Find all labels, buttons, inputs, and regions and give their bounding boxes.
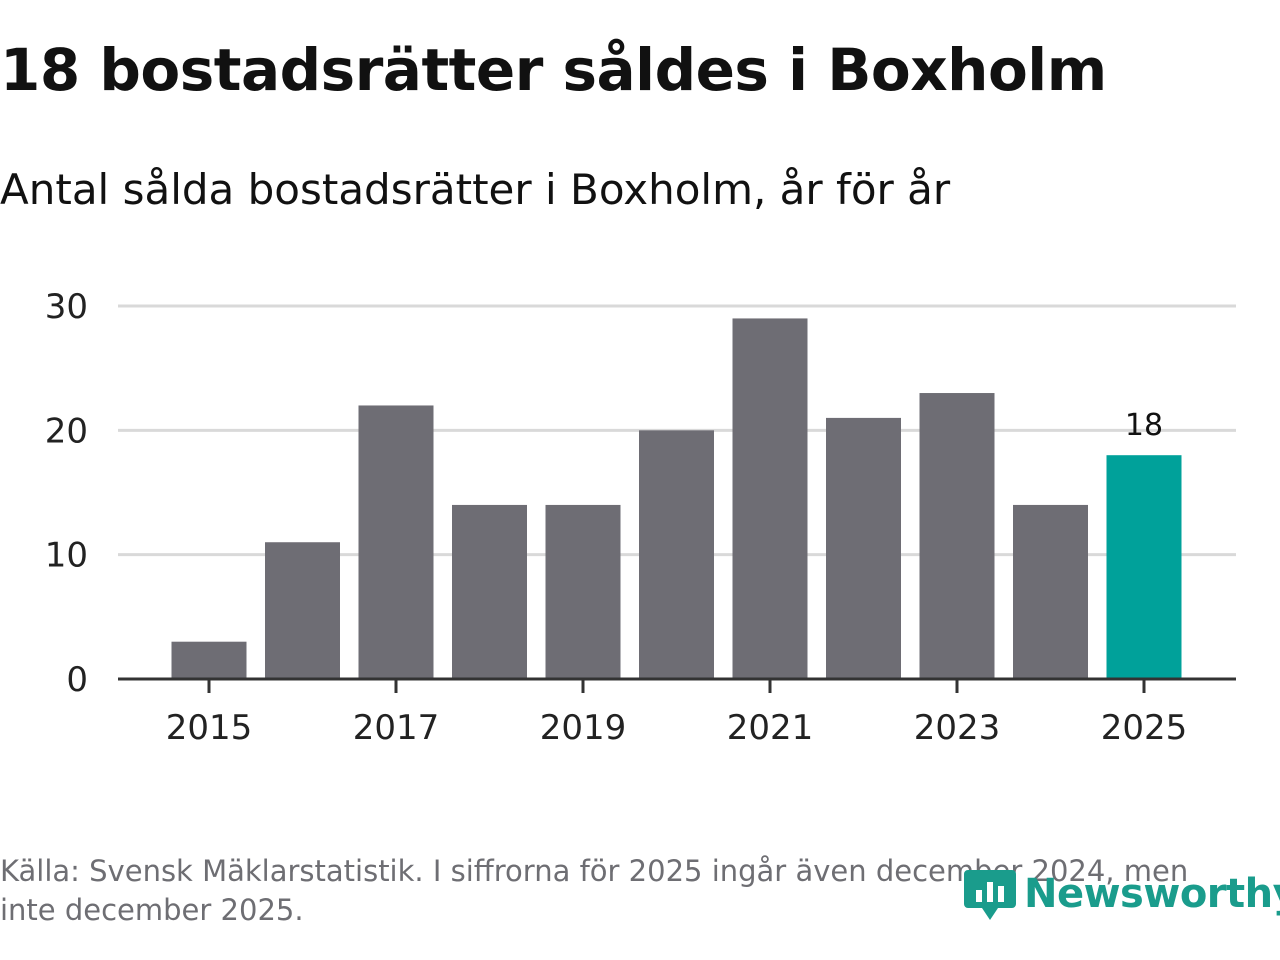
bar-2017 xyxy=(358,405,434,679)
bar-2021 xyxy=(732,318,808,679)
bar-2019 xyxy=(545,504,621,679)
bar-2015 xyxy=(171,641,247,679)
bar-2020 xyxy=(639,430,714,679)
data-label-2025: 18 xyxy=(1125,408,1163,443)
x-axis xyxy=(118,677,1236,693)
y-tick-label-0: 0 xyxy=(66,660,88,700)
x-tick-label-2015: 2015 xyxy=(166,708,253,748)
bar-2022 xyxy=(826,417,901,679)
y-tick-label-20: 20 xyxy=(45,411,88,451)
x-tick-label-2025: 2025 xyxy=(1101,708,1188,748)
chart-title: 18 bostadsrätter såldes i Boxholm xyxy=(0,36,1107,104)
x-tick-label-2023: 2023 xyxy=(914,708,1001,748)
newsworthy-logo: Newsworthy xyxy=(964,862,1280,926)
bar-chart: 0 10 20 30 18 2015 2017 2019 2021 2023 2025 xyxy=(45,287,1236,748)
newsworthy-logo-text: Newsworthy xyxy=(1024,871,1280,917)
bars xyxy=(171,318,1182,679)
x-tick-label-2021: 2021 xyxy=(727,708,814,748)
y-tick-label-10: 10 xyxy=(45,536,88,576)
bar-2025 xyxy=(1106,455,1182,679)
x-tick-label-2017: 2017 xyxy=(353,708,440,748)
bar-2023 xyxy=(919,393,995,679)
newsworthy-logo-icon xyxy=(964,870,1016,920)
chart-subtitle: Antal sålda bostadsrätter i Boxholm, år … xyxy=(0,165,951,214)
bar-2024 xyxy=(1013,504,1088,679)
bar-2016 xyxy=(265,542,340,679)
labels: 0 10 20 30 18 2015 2017 2019 2021 2023 2025 xyxy=(45,287,1188,748)
bar-2018 xyxy=(452,504,527,679)
y-tick-label-30: 30 xyxy=(45,287,88,327)
x-tick-label-2019: 2019 xyxy=(540,708,627,748)
